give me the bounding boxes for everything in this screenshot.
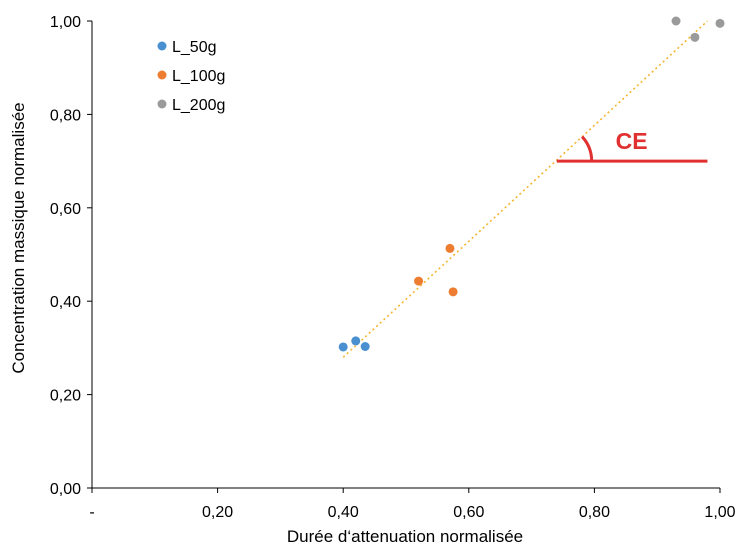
ce-annotation: CE — [556, 128, 708, 163]
x-tick-label: 0,60 — [453, 504, 484, 521]
data-point-l-100g — [448, 287, 458, 297]
trendline-layer — [342, 20, 708, 358]
data-point-l-200g — [690, 32, 700, 42]
legend-label: L_200g — [172, 97, 225, 114]
y-tick-label: 0,40 — [50, 294, 81, 311]
trendline — [342, 20, 708, 358]
data-point-l-50g — [360, 341, 370, 351]
ce-label: CE — [616, 128, 648, 154]
legend-item: L_200g — [157, 97, 225, 114]
legend-item: L_100g — [157, 68, 225, 85]
legend-label: L_100g — [172, 68, 225, 85]
data-point-l-100g — [445, 243, 455, 253]
x-tick-label: 0,40 — [328, 504, 359, 521]
data-point-l-50g — [338, 342, 348, 352]
data-point-l-200g — [715, 18, 725, 28]
axes — [87, 20, 721, 493]
y-tick-label: 0,00 — [50, 481, 81, 498]
x-axis-title: Durée d‘attenuation normalisée — [287, 527, 523, 543]
y-tick-label: 0,80 — [50, 107, 81, 124]
x-tick-label: 0,80 — [579, 504, 610, 521]
y-axis-title: Concentration massique normalisée — [9, 102, 28, 373]
data-point-l-50g — [351, 336, 361, 346]
x-tick-label: - — [89, 504, 94, 521]
x-tick-label: 1,00 — [704, 504, 735, 521]
ce-angle-arc — [580, 135, 594, 162]
legend: L_50g L_100g L_200g — [157, 39, 225, 114]
x-tick-label: 0,20 — [202, 504, 233, 521]
legend-marker — [157, 70, 167, 80]
legend-item: L_50g — [157, 39, 217, 56]
legend-marker — [157, 41, 167, 51]
data-point-l-100g — [414, 276, 424, 286]
legend-label: L_50g — [172, 39, 217, 56]
data-points — [338, 16, 725, 352]
legend-marker — [157, 99, 167, 109]
y-tick-label: 0,60 — [50, 201, 81, 218]
y-tick-label: 1,00 — [50, 14, 81, 31]
data-point-l-200g — [671, 16, 681, 26]
tick-labels: 0,00 0,20 0,40 0,60 0,80 1,00 - 0,20 0,40 0,60 0,8… — [50, 14, 736, 521]
y-tick-label: 0,20 — [50, 388, 81, 405]
